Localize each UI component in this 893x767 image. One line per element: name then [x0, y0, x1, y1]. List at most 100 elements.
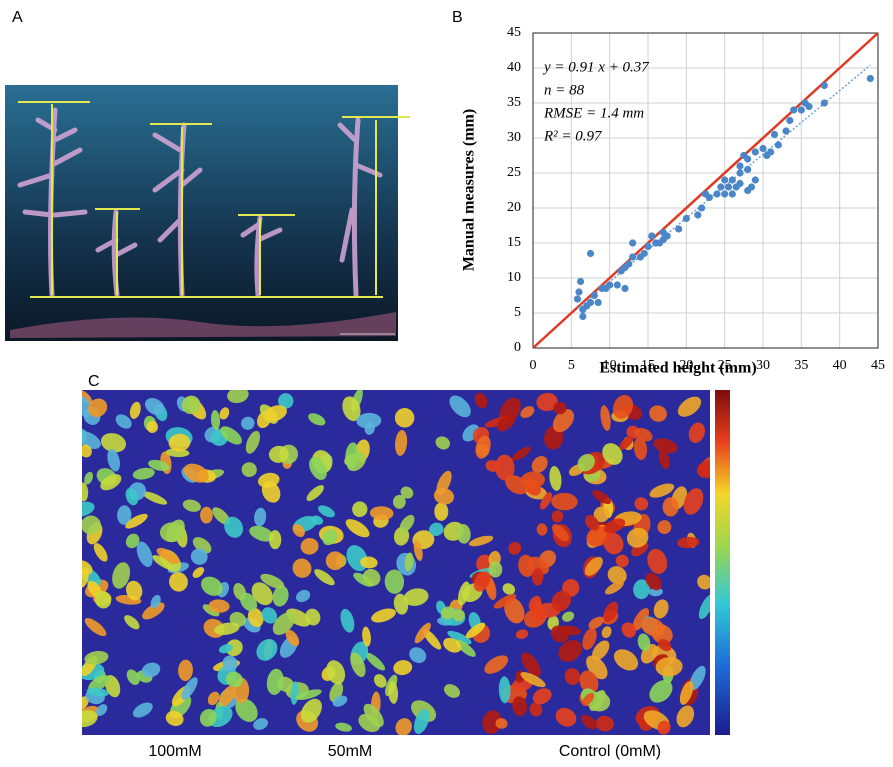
leaf [520, 406, 535, 419]
data-point [724, 183, 733, 191]
leaf [645, 572, 662, 591]
leaf [409, 647, 427, 664]
leaf [657, 520, 672, 534]
leaf [300, 538, 319, 555]
leaf [82, 696, 89, 711]
panel-label: A [12, 9, 23, 26]
leaf [615, 554, 629, 568]
leaf [529, 702, 543, 717]
leaf [332, 695, 348, 707]
leaf [214, 622, 240, 635]
leaf [689, 665, 706, 691]
data-point [594, 298, 602, 307]
leaf [350, 652, 366, 678]
leaf [345, 519, 370, 538]
leaf [641, 617, 665, 637]
data-point [629, 239, 637, 247]
leaf [318, 505, 335, 518]
leaf [452, 609, 465, 622]
leaf [499, 397, 521, 423]
leaf [399, 514, 415, 533]
leaf [485, 460, 500, 472]
y-axis-title: Manual measures (mm) [461, 109, 478, 271]
leaf [245, 430, 261, 454]
data-point [682, 214, 690, 223]
leaf [126, 669, 140, 685]
leaf [612, 395, 634, 419]
leaf [192, 567, 205, 578]
leaf [241, 416, 255, 430]
data-point [770, 130, 779, 139]
leaf [508, 541, 522, 555]
leaf [272, 585, 289, 607]
data-point [575, 288, 583, 296]
data-point [717, 183, 725, 191]
data-point [606, 281, 614, 289]
leaf [126, 580, 143, 601]
leaf [148, 459, 170, 471]
leaf [84, 650, 109, 665]
leaf [202, 604, 220, 617]
leaf [100, 474, 122, 491]
y-tick-label: 15 [507, 235, 521, 250]
leaf [403, 588, 429, 606]
leaf [512, 696, 528, 717]
leaf [532, 688, 552, 705]
scatter-chart: Estimated height (mm) Manual measures (m… [461, 25, 885, 376]
data-point [744, 186, 752, 195]
leaf [632, 607, 650, 631]
leaf [225, 639, 243, 657]
leaf [309, 456, 327, 480]
leaf [169, 572, 188, 592]
leaf [581, 714, 597, 730]
data-point [586, 298, 595, 307]
leaf [653, 599, 669, 619]
leaf [488, 561, 503, 578]
leaf [82, 501, 95, 517]
point-cloud-image [5, 85, 410, 341]
leaf [142, 602, 165, 620]
leaf [493, 593, 517, 609]
leaf [518, 554, 535, 578]
x-tick-label: 0 [530, 358, 537, 373]
leaf [550, 625, 569, 643]
leaf [226, 671, 243, 688]
leaf [129, 401, 141, 419]
leaf [698, 594, 710, 620]
leaf [325, 551, 345, 571]
data-point [820, 99, 828, 107]
leaf [358, 713, 381, 733]
leaf [584, 556, 603, 576]
leaf [395, 430, 408, 456]
leaf [540, 492, 553, 510]
condition-label: Control (0mM) [559, 743, 661, 760]
leaf [562, 611, 575, 622]
leaf [495, 718, 508, 729]
data-point [736, 169, 744, 177]
leaf [649, 680, 673, 703]
data-point [728, 176, 736, 184]
data-point [736, 179, 744, 188]
leaf [117, 505, 132, 525]
leaf [373, 674, 387, 688]
leaf [655, 657, 683, 677]
data-point [579, 312, 587, 321]
leaf [360, 556, 378, 569]
leaf [285, 629, 300, 647]
leaf [356, 412, 382, 429]
leaf [435, 436, 450, 450]
leaf [362, 568, 381, 587]
leaf [254, 507, 267, 527]
leaf [305, 608, 321, 626]
salinity-image [82, 390, 710, 735]
leaf [125, 513, 148, 529]
data-point [573, 295, 582, 303]
leaf [400, 486, 414, 499]
leaf [531, 455, 548, 473]
leaf [125, 533, 140, 549]
leaf [592, 490, 612, 505]
leaf [657, 720, 671, 735]
leaf [434, 502, 449, 521]
leaf [555, 707, 577, 727]
leaf [536, 392, 558, 412]
